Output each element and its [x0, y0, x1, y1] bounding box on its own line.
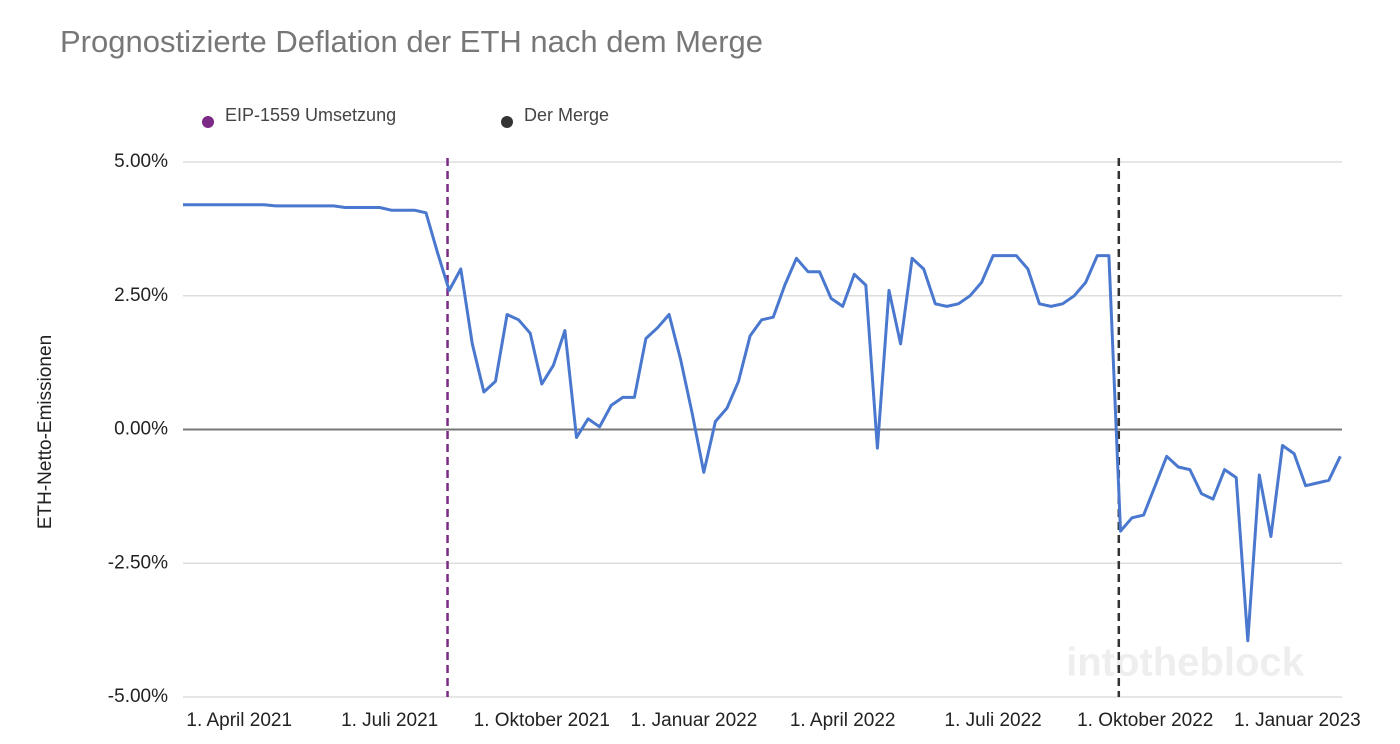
y-tick-label: -2.50%: [108, 552, 168, 573]
data-line: [183, 203, 1342, 643]
watermark: intotheblock: [1066, 641, 1305, 685]
x-tick-label: 1. Januar 2023: [1234, 710, 1361, 731]
legend-marker: [202, 116, 214, 128]
x-tick-label: 1. Januar 2022: [631, 710, 758, 731]
x-tick-label: 1. April 2022: [790, 710, 896, 731]
x-tick-label: 1. Oktober 2021: [474, 710, 610, 731]
x-tick-label: 1. Juli 2022: [945, 710, 1042, 731]
x-tick-label: 1. Juli 2021: [341, 710, 438, 731]
y-tick-label: -5.00%: [108, 686, 168, 707]
x-tick-label: 1. Oktober 2022: [1077, 710, 1213, 731]
legend-label: EIP-1559 Umsetzung: [225, 105, 396, 125]
y-tick-label: 2.50%: [114, 285, 168, 306]
y-tick-label: 0.00%: [114, 419, 168, 440]
chart-title: Prognostizierte Deflation der ETH nach d…: [60, 24, 763, 59]
y-tick-label: 5.00%: [114, 151, 168, 172]
y-axis-label: ETH-Netto-Emissionen: [35, 335, 56, 529]
x-tick-label: 1. April 2021: [186, 710, 292, 731]
legend-marker: [501, 116, 513, 128]
legend-label: Der Merge: [524, 105, 609, 125]
